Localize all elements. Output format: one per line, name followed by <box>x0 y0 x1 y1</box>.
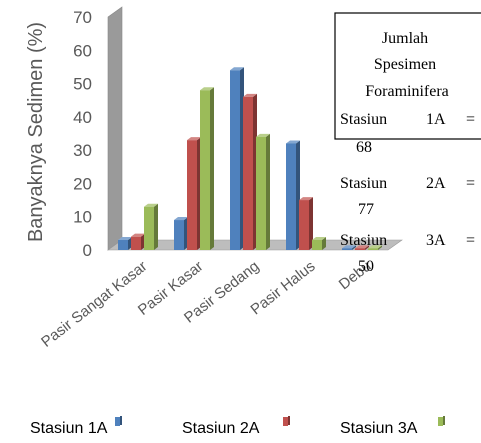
y-axis-label: Banyaknya Sedimen (%) <box>25 22 47 242</box>
annotation-row-2-eq: = <box>466 175 475 192</box>
bar <box>131 236 141 250</box>
annotation-row-1-code: 1A <box>426 111 446 128</box>
bar <box>342 248 352 250</box>
legend-swatch <box>438 417 443 426</box>
legend-label: Stasiun 1A <box>30 420 108 437</box>
bar-side <box>210 87 214 250</box>
bar-side <box>309 197 313 250</box>
bar-top <box>312 237 326 241</box>
annotation-title-line-3: Foraminifera <box>365 83 449 100</box>
bar-top <box>230 67 244 71</box>
y-tick-label: 70 <box>73 8 92 27</box>
bar-top <box>355 245 369 249</box>
annotation-row-2-value: 77 <box>358 201 374 218</box>
legend-label: Stasiun 2A <box>182 420 260 437</box>
bar <box>230 70 240 250</box>
legend-swatch-side <box>443 416 445 425</box>
bar <box>187 140 197 250</box>
specimen-count-box-frame <box>334 12 481 140</box>
legend: Stasiun 1A Stasiun 2A Stasiun 3A <box>30 416 445 437</box>
annotation-row-2-code: 2A <box>426 175 446 192</box>
bar-side <box>322 237 326 250</box>
bar <box>256 136 266 250</box>
legend-label: Stasiun 3A <box>340 420 418 437</box>
bar-side <box>154 203 158 250</box>
legend-swatch-side <box>120 416 122 425</box>
specimen-count-box: Jumlah Spesimen Foraminifera Stasiun 1A … <box>334 12 481 275</box>
bar-side <box>266 133 270 250</box>
y-axis-ticks: 0 10 20 30 40 50 60 70 <box>73 8 92 260</box>
bar <box>200 90 210 250</box>
bar-top <box>243 93 257 97</box>
legend-swatch <box>283 417 288 426</box>
bar-top <box>144 203 158 207</box>
bar-top <box>174 217 188 221</box>
bar-side <box>352 245 356 250</box>
bar-top <box>118 237 132 241</box>
legend-swatch-side <box>288 416 290 425</box>
bar-top <box>200 87 214 91</box>
y-tick-label: 0 <box>83 241 92 260</box>
annotation-row-3-value: 50 <box>358 258 374 275</box>
bar <box>144 206 154 250</box>
y-tick-label: 30 <box>73 141 92 160</box>
x-tick-label: Pasir Sangat Kasar <box>38 258 150 351</box>
bar <box>174 220 184 250</box>
y-tick-label: 40 <box>73 108 92 127</box>
bar-side <box>378 245 382 250</box>
bar <box>368 248 378 250</box>
y-tick-label: 20 <box>73 174 92 193</box>
bar-top <box>342 245 356 249</box>
bar-top <box>187 137 201 141</box>
annotation-title-line-2: Spesimen <box>374 56 436 73</box>
bar-top <box>131 233 145 237</box>
annotation-row-2-label: Stasiun <box>340 175 387 192</box>
bar <box>312 240 322 250</box>
bar <box>355 248 365 250</box>
bar <box>243 96 253 250</box>
annotation-row-3-label: Stasiun <box>340 232 387 249</box>
y-tick-label: 10 <box>73 208 92 227</box>
y-tick-label: 50 <box>73 75 92 94</box>
bar-top <box>368 245 382 249</box>
bar-top <box>256 133 270 137</box>
bar-top <box>299 197 313 201</box>
bar <box>299 200 309 250</box>
bar <box>118 240 128 250</box>
bar-side <box>365 245 369 250</box>
annotation-row-1-value: 68 <box>356 139 372 156</box>
annotation-row-3-eq: = <box>466 232 475 249</box>
annotation-row-1-label: Stasiun <box>340 111 387 128</box>
bar-top <box>286 140 300 144</box>
annotation-title-line-1: Jumlah <box>382 30 428 47</box>
annotation-row-3-code: 3A <box>426 232 446 249</box>
bars <box>118 67 382 250</box>
legend-swatch <box>115 417 120 426</box>
side-wall <box>107 6 123 251</box>
bar <box>286 143 296 250</box>
y-tick-label: 60 <box>73 41 92 60</box>
annotation-row-1-eq: = <box>466 111 475 128</box>
